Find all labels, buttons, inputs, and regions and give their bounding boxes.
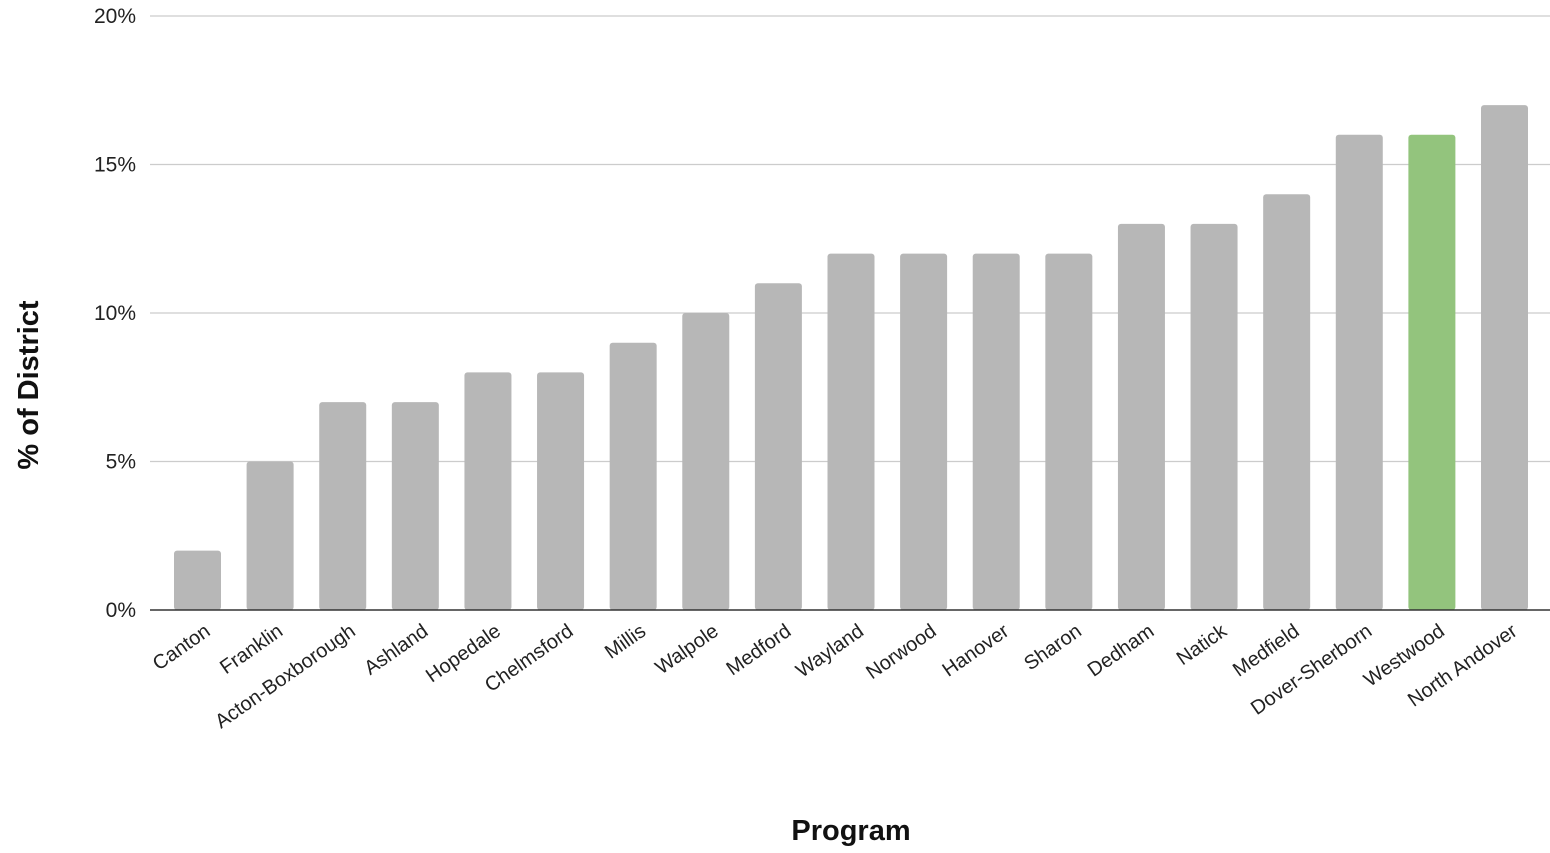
y-tick-label: 15% [94,154,136,177]
bars [174,105,1528,611]
bar-chelmsford [537,372,585,610]
bar-walpole [682,313,730,610]
bar-hopedale [464,372,512,610]
bar-westwood [1408,134,1456,611]
bar-dover-sherborn [1335,134,1383,611]
y-tick-label: 10% [94,302,136,325]
bar-norwood [900,253,948,610]
x-tick-label: Dover-Sherborn [1247,620,1376,720]
x-tick-label: Norwood [862,620,940,684]
bar-natick [1190,223,1238,610]
y-tick-label: 20% [94,5,136,28]
x-tick-label: Hanover [939,620,1014,682]
bar-franklin [246,461,294,610]
y-axis-title: % of District [13,300,45,470]
bar-hanover [972,253,1020,610]
x-tick-label: Ashland [360,620,432,679]
x-tick-label: Dedham [1084,620,1159,681]
bar-canton [174,550,221,610]
x-tick-label: Medford [723,620,796,680]
y-axis-ticks: 0% 5% 10% 15% 20% [94,5,136,622]
bar-medfield [1263,194,1311,610]
x-tick-label: Natick [1173,620,1232,670]
x-tick-label: Sharon [1020,620,1085,675]
x-tick-label: Wayland [792,620,868,682]
bar-ashland [391,402,439,610]
x-tick-label: Canton [149,620,214,675]
bar-medford [754,283,802,610]
bar-sharon [1045,253,1093,610]
x-tick-label: Millis [601,620,650,664]
bar-acton-boxborough [319,402,367,610]
bar-north-andover [1481,105,1528,610]
bar-wayland [827,253,875,610]
y-tick-label: 0% [106,599,136,622]
x-axis-title: Program [791,815,910,847]
bar-millis [609,342,657,610]
bar-dedham [1117,223,1165,610]
y-tick-label: 5% [106,451,136,474]
x-tick-label: Walpole [651,620,722,679]
